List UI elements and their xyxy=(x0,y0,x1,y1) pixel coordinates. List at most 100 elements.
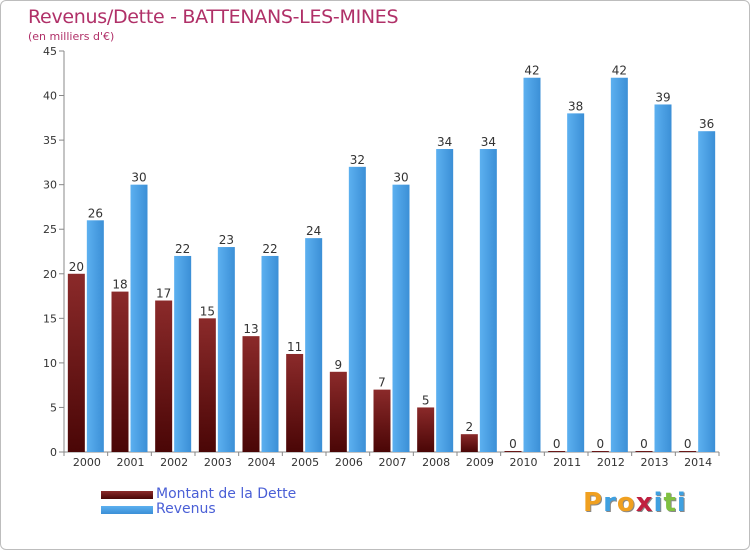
y-tick-label: 30 xyxy=(43,179,57,192)
x-tick-label: 2002 xyxy=(160,456,188,469)
data-labels: 20 26 18 30 17 22 15 23 13 22 11 24 9 32 7 30 5 34 2 34 0 42 0… xyxy=(69,64,715,451)
legend-label-dette: Montant de la Dette xyxy=(156,486,297,502)
bar-revenus xyxy=(654,104,672,452)
y-tick-label: 40 xyxy=(43,90,57,103)
y-tick-label: 25 xyxy=(43,223,57,236)
logo-letter: x xyxy=(635,488,654,518)
data-label-dette: 20 xyxy=(69,260,84,274)
data-label-revenus: 30 xyxy=(393,171,408,185)
data-label-revenus: 36 xyxy=(699,117,714,131)
bar-revenus xyxy=(436,149,454,452)
logo-letter: i xyxy=(653,488,664,518)
x-tick-label: 2003 xyxy=(204,456,232,469)
bar-revenus xyxy=(305,238,323,452)
data-label-revenus: 32 xyxy=(350,153,365,167)
logo-letter: t xyxy=(663,488,677,518)
x-tick-label: 2009 xyxy=(466,456,494,469)
bar-revenus xyxy=(610,77,628,452)
bar-revenus xyxy=(698,131,716,452)
data-label-revenus: 42 xyxy=(524,64,539,78)
bar-revenus xyxy=(523,77,541,452)
legend-label-revenus: Revenus xyxy=(156,501,216,517)
data-label-revenus: 38 xyxy=(568,99,583,113)
logo-letter: P xyxy=(583,488,604,518)
bar-dette xyxy=(111,291,129,452)
data-label-dette: 15 xyxy=(200,304,215,318)
x-tick-label: 2004 xyxy=(248,456,276,469)
bar-dette xyxy=(67,273,85,452)
data-label-revenus: 24 xyxy=(306,224,321,238)
data-label-dette: 0 xyxy=(640,437,648,451)
bar-revenus xyxy=(86,220,104,452)
x-tick-label: 2005 xyxy=(291,456,319,469)
bar-revenus xyxy=(567,113,585,452)
data-label-dette: 7 xyxy=(378,376,386,390)
data-label-revenus: 22 xyxy=(175,242,190,256)
x-tick-label: 2006 xyxy=(335,456,363,469)
chart-subtitle: (en milliers d'€) xyxy=(28,30,115,43)
legend-swatch-dette xyxy=(101,491,153,499)
bar-dette xyxy=(548,451,566,452)
bar-dette xyxy=(591,451,609,452)
data-label-dette: 0 xyxy=(509,437,517,451)
bar-dette xyxy=(635,451,653,452)
bar-dette xyxy=(198,318,216,452)
bar-revenus xyxy=(479,149,497,452)
legend-swatch-revenus xyxy=(101,506,153,514)
y-tick-label: 0 xyxy=(50,446,57,459)
y-tick-label: 15 xyxy=(43,312,57,325)
x-tick-label: 2001 xyxy=(117,456,145,469)
data-label-revenus: 39 xyxy=(655,90,670,104)
bar-dette xyxy=(242,336,260,452)
y-tick-label: 20 xyxy=(43,268,57,281)
x-tick-label: 2014 xyxy=(684,456,712,469)
data-label-dette: 0 xyxy=(684,437,692,451)
data-label-dette: 0 xyxy=(553,437,561,451)
data-label-dette: 9 xyxy=(335,358,343,372)
x-tick-label: 2010 xyxy=(510,456,538,469)
bar-revenus xyxy=(348,166,366,452)
data-label-dette: 13 xyxy=(243,322,258,336)
bar-dette xyxy=(373,389,391,452)
y-tick-label: 5 xyxy=(50,401,57,414)
logo-letter: r xyxy=(603,488,617,518)
x-tick-label: 2013 xyxy=(641,456,669,469)
data-label-dette: 2 xyxy=(466,420,474,434)
data-label-revenus: 34 xyxy=(437,135,452,149)
x-tick-label: 2011 xyxy=(553,456,581,469)
bar-revenus xyxy=(261,255,279,452)
x-tick-label: 2012 xyxy=(597,456,625,469)
data-label-dette: 0 xyxy=(597,437,605,451)
bar-dette xyxy=(286,353,304,452)
bar-dette xyxy=(329,371,347,452)
proxiti-logo: Proxiti xyxy=(583,488,687,518)
bar-dette xyxy=(417,407,435,452)
x-tick-label: 2000 xyxy=(73,456,101,469)
y-tick-label: 35 xyxy=(43,134,57,147)
bar-revenus xyxy=(392,184,410,452)
data-label-revenus: 22 xyxy=(262,242,277,256)
data-label-revenus: 23 xyxy=(219,233,234,247)
bar-dette xyxy=(155,300,173,452)
bar-dette xyxy=(504,451,522,452)
x-tick-label: 2007 xyxy=(379,456,407,469)
chart-title: Revenus/Dette - BATTENANS-LES-MINES xyxy=(28,6,399,28)
x-tick-label: 2008 xyxy=(422,456,450,469)
bar-revenus xyxy=(130,184,148,452)
data-label-dette: 11 xyxy=(287,340,302,354)
data-label-revenus: 30 xyxy=(131,171,146,185)
logo-letter: o xyxy=(616,488,636,518)
bars xyxy=(67,77,716,452)
data-label-revenus: 26 xyxy=(88,206,103,220)
data-label-dette: 5 xyxy=(422,393,430,407)
bar-revenus xyxy=(174,255,192,452)
y-tick-label: 10 xyxy=(43,357,57,370)
logo-letter: i xyxy=(676,488,687,518)
data-label-revenus: 42 xyxy=(612,64,627,78)
bar-dette xyxy=(460,434,478,452)
bar-dette xyxy=(679,451,697,452)
data-label-dette: 17 xyxy=(156,287,171,301)
